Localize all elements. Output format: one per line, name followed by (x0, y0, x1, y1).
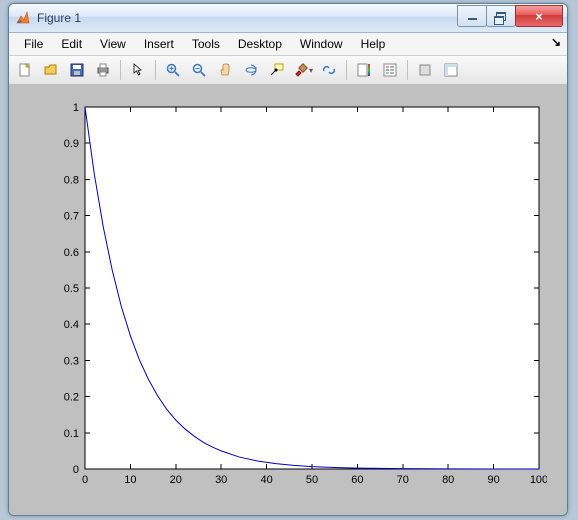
menubar: File Edit View Insert Tools Desktop Wind… (9, 33, 567, 56)
ytick-label: 0.1 (64, 428, 79, 440)
menu-view[interactable]: View (91, 34, 135, 54)
window-title: Figure 1 (37, 11, 458, 25)
xtick-label: 70 (397, 474, 409, 486)
insert-colorbar-button[interactable] (352, 58, 376, 82)
menu-tools[interactable]: Tools (183, 34, 229, 54)
ytick-label: 0.5 (64, 283, 79, 295)
figure-canvas-area: 0 10 20 30 40 50 60 70 80 90 100 0 0.1 0.2 0.3 0.4 0.5 0.… (9, 85, 567, 515)
menu-window[interactable]: Window (291, 34, 352, 54)
zoom-out-button[interactable] (187, 58, 211, 82)
ytick-label: 0.9 (64, 138, 79, 150)
minimize-button[interactable] (457, 5, 487, 27)
ytick-label: 0.2 (64, 392, 79, 404)
close-button[interactable]: × (515, 5, 563, 27)
menu-edit[interactable]: Edit (52, 34, 91, 54)
window-buttons: × (458, 5, 563, 25)
link-button[interactable] (317, 58, 341, 82)
dock-arrow-icon[interactable]: ↘ (551, 35, 561, 49)
data-cursor-button[interactable] (265, 58, 289, 82)
xtick-label: 90 (487, 474, 499, 486)
ytick-label: 0.4 (64, 319, 79, 331)
matlab-icon (15, 10, 31, 26)
toolbar: ▾ (9, 56, 567, 85)
save-button[interactable] (65, 58, 89, 82)
xtick-label: 80 (442, 474, 454, 486)
ytick-label: 0.7 (64, 211, 79, 223)
new-figure-button[interactable] (13, 58, 37, 82)
menu-help[interactable]: Help (352, 34, 395, 54)
ytick-label: 0.8 (64, 174, 79, 186)
brush-button[interactable]: ▾ (291, 58, 315, 82)
ytick-label: 1 (73, 102, 79, 114)
print-button[interactable] (91, 58, 115, 82)
ytick-label: 0.3 (64, 355, 79, 367)
xtick-label: 100 (530, 474, 547, 486)
menu-desktop[interactable]: Desktop (229, 34, 291, 54)
pan-button[interactable] (213, 58, 237, 82)
maximize-button[interactable] (486, 5, 516, 27)
open-button[interactable] (39, 58, 63, 82)
arrow-button[interactable] (126, 58, 150, 82)
ytick-label: 0.6 (64, 247, 79, 259)
xtick-label: 40 (260, 474, 272, 486)
menu-insert[interactable]: Insert (135, 34, 183, 54)
menu-file[interactable]: File (15, 34, 52, 54)
rotate3d-button[interactable] (239, 58, 263, 82)
titlebar[interactable]: Figure 1 × (9, 4, 567, 33)
ytick-label: 0 (73, 464, 79, 476)
figure-window: Figure 1 × File Edit View Insert Tools D… (8, 3, 568, 516)
xtick-label: 60 (351, 474, 363, 486)
xtick-label: 50 (306, 474, 318, 486)
hide-plot-tools-button[interactable] (413, 58, 437, 82)
zoom-in-button[interactable] (161, 58, 185, 82)
xtick-label: 30 (215, 474, 227, 486)
xtick-label: 10 (124, 474, 136, 486)
xtick-label: 20 (170, 474, 182, 486)
xtick-label: 0 (82, 474, 88, 486)
show-plot-tools-button[interactable] (439, 58, 463, 82)
insert-legend-button[interactable] (378, 58, 402, 82)
axes[interactable]: 0 10 20 30 40 50 60 70 80 90 100 0 0.1 0.2 0.3 0.4 0.5 0.… (27, 99, 547, 497)
